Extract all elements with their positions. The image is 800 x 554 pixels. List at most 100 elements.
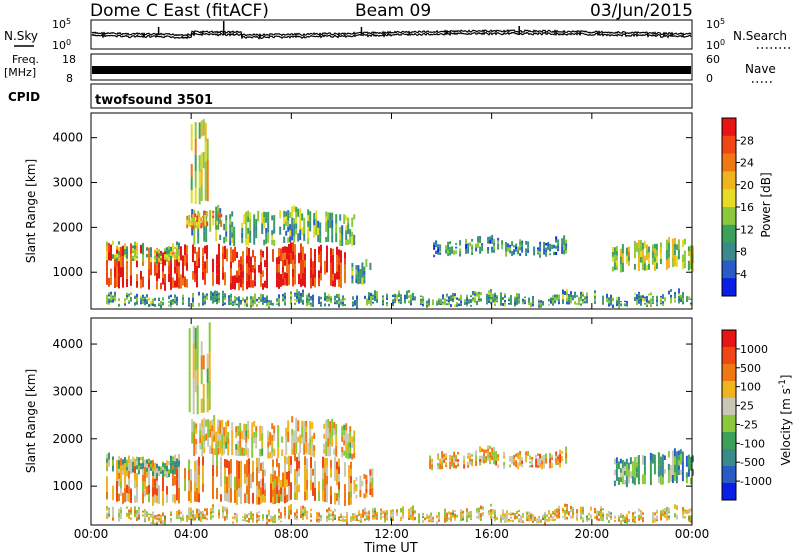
echo-cell — [290, 298, 292, 302]
echo-cell — [666, 506, 668, 512]
echo-cell — [264, 280, 266, 288]
echo-cell — [644, 298, 646, 300]
echo-cell — [689, 245, 692, 252]
echo-cell — [346, 511, 348, 515]
echo-cell — [305, 431, 308, 438]
echo-cell — [258, 264, 260, 273]
echo-cell — [620, 520, 622, 523]
echo-cell — [510, 513, 512, 516]
echo-cell — [466, 511, 468, 516]
echo-cell — [192, 343, 195, 362]
echo-cell — [624, 303, 626, 305]
echo-cell — [236, 490, 238, 505]
echo-cell — [132, 462, 134, 468]
echo-cell — [286, 272, 288, 286]
echo-cell — [538, 516, 540, 518]
echo-cell — [494, 299, 496, 302]
echo-cell — [349, 447, 352, 453]
echo-cell — [164, 515, 166, 519]
echo-cell — [545, 249, 548, 253]
echo-cell — [518, 300, 520, 303]
echo-cell — [267, 453, 270, 459]
echo-cell — [374, 298, 376, 302]
echo-cell — [212, 213, 215, 216]
echo-cell — [352, 513, 354, 516]
echo-cell — [244, 302, 246, 307]
echo-cell — [350, 461, 352, 469]
echo-cell — [338, 458, 340, 467]
echo-cell — [514, 512, 516, 516]
echo-cell — [207, 419, 210, 429]
echo-cell — [495, 455, 498, 461]
echo-cell — [116, 480, 118, 492]
echo-cell — [642, 519, 644, 523]
echo-cell — [355, 484, 358, 488]
echo-cell — [170, 304, 172, 308]
echo-cell — [430, 512, 432, 516]
echo-cell — [232, 516, 234, 519]
echo-cell — [219, 234, 222, 241]
echo-cell — [280, 517, 282, 519]
echo-cell — [513, 253, 516, 255]
colorbar-tick-label: 4 — [740, 268, 747, 281]
echo-cell — [513, 245, 516, 248]
echo-cell — [295, 206, 298, 213]
echo-cell — [265, 228, 268, 234]
echo-cell — [136, 487, 138, 503]
echo-cell — [562, 289, 564, 295]
echo-cell — [196, 219, 199, 223]
echo-cell — [677, 465, 680, 471]
echo-cell — [462, 513, 464, 516]
echo-cell — [212, 296, 214, 300]
echo-cell — [641, 242, 644, 250]
echo-cell — [243, 431, 246, 440]
echo-cell — [679, 449, 682, 455]
echo-cell — [552, 511, 554, 513]
echo-cell — [216, 465, 218, 477]
echo-cell — [296, 515, 298, 518]
echo-cell — [386, 295, 388, 298]
echo-cell — [184, 479, 186, 491]
echo-cell — [518, 295, 520, 297]
echo-cell — [154, 494, 156, 503]
echo-cell — [124, 248, 126, 252]
echo-cell — [294, 484, 296, 493]
echo-cell — [212, 511, 214, 514]
echo-cell — [670, 297, 672, 301]
echo-cell — [251, 443, 254, 451]
echo-cell — [582, 506, 584, 510]
echo-cell — [144, 467, 146, 475]
echo-cell — [278, 483, 280, 490]
echo-cell — [454, 513, 456, 516]
echo-cell — [176, 489, 178, 501]
echo-cell — [220, 223, 223, 227]
echo-cell — [677, 470, 680, 476]
echo-cell — [130, 488, 132, 503]
echo-cell — [513, 251, 516, 253]
echo-cell — [311, 449, 314, 457]
echo-cell — [690, 515, 692, 520]
echo-cell — [651, 258, 654, 265]
echo-cell — [349, 431, 352, 437]
echo-cell — [304, 506, 306, 510]
echo-cell — [543, 455, 546, 460]
echo-cell — [568, 302, 570, 305]
echo-cell — [600, 513, 602, 517]
echo-cell — [164, 518, 166, 522]
echo-cell — [463, 462, 466, 465]
echo-cell — [447, 241, 450, 245]
echo-cell — [634, 516, 636, 519]
echo-cell — [566, 511, 568, 515]
colorbar-band — [722, 278, 736, 297]
echo-cell — [259, 425, 262, 434]
echo-cell — [539, 244, 542, 249]
echo-cell — [513, 462, 516, 466]
echo-cell — [357, 265, 360, 272]
echo-cell — [110, 276, 112, 285]
echo-cell — [426, 303, 428, 305]
echo-cell — [295, 429, 298, 442]
echo-cell — [312, 297, 314, 301]
echo-cell — [584, 298, 586, 300]
echo-cell — [298, 484, 300, 493]
echo-cell — [627, 246, 630, 252]
